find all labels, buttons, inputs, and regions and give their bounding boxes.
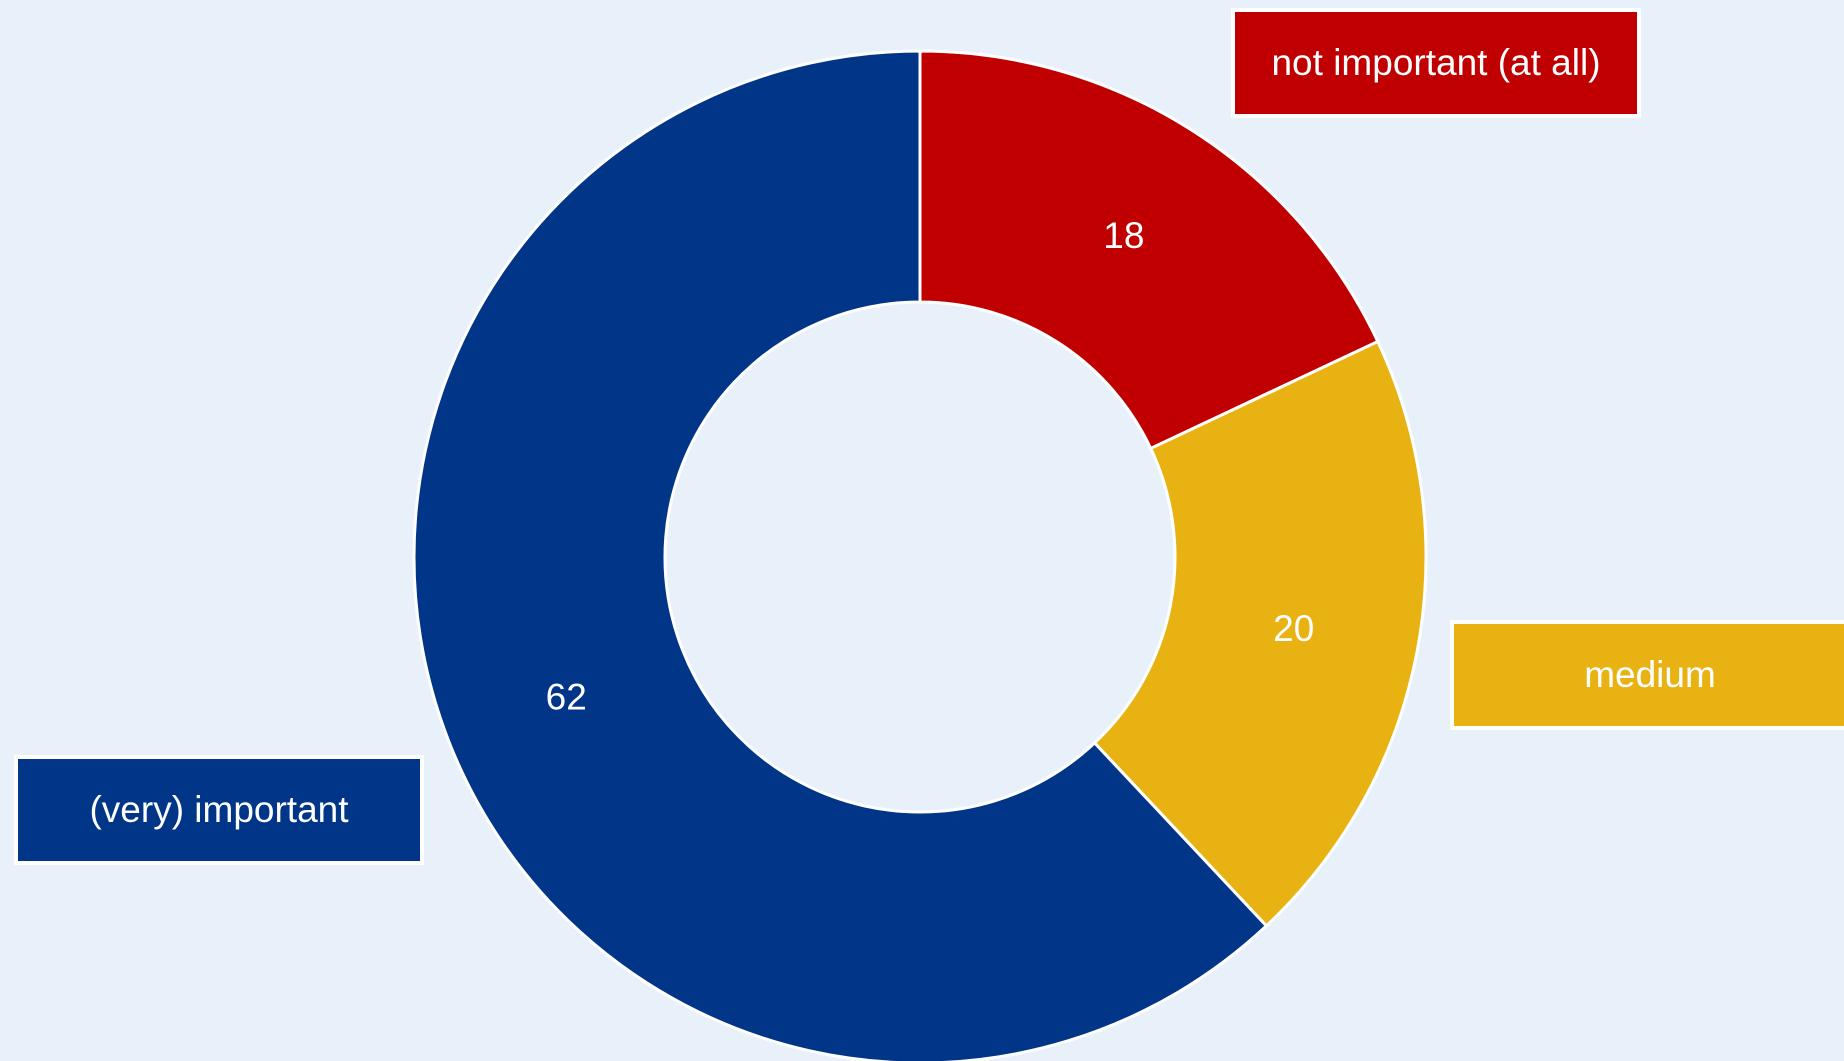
legend-label-medium: medium bbox=[1450, 620, 1844, 730]
legend-label-not-important: not important (at all) bbox=[1231, 8, 1641, 118]
slice-not-important bbox=[918, 49, 1380, 451]
slice-very-important bbox=[412, 49, 1269, 1061]
legend-label-very-important: (very) important bbox=[14, 755, 424, 865]
value-label-not-important: 18 bbox=[1103, 215, 1144, 256]
slice-medium bbox=[1092, 339, 1428, 928]
value-label-very-important: 62 bbox=[546, 677, 587, 718]
value-label-medium: 20 bbox=[1273, 608, 1314, 649]
